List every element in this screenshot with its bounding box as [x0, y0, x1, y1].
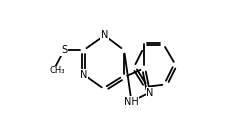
Text: CH₃: CH₃	[50, 66, 65, 76]
Text: N: N	[80, 70, 87, 80]
Text: NH: NH	[124, 97, 139, 107]
Text: S: S	[61, 45, 67, 55]
Text: N: N	[146, 88, 153, 98]
Text: N: N	[101, 30, 108, 40]
